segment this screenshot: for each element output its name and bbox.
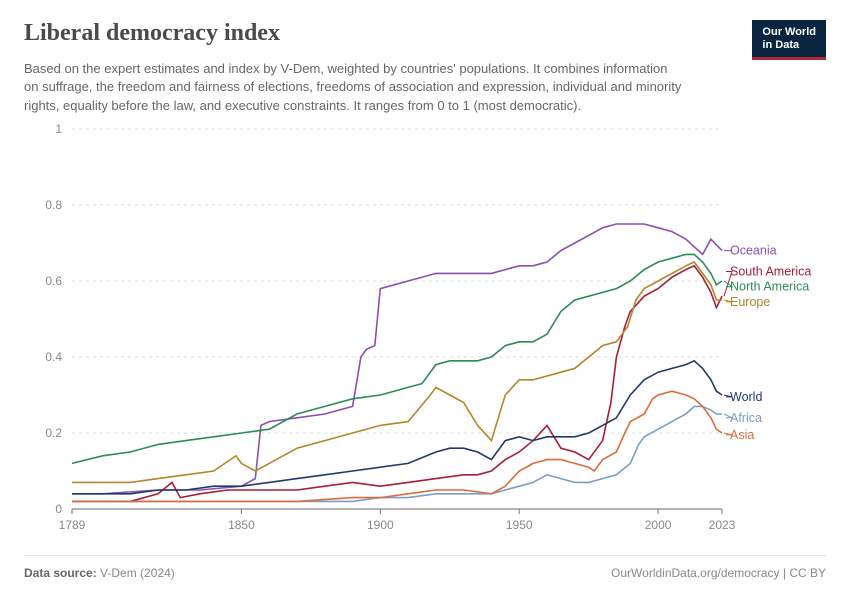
x-tick-label: 2023 xyxy=(709,518,736,532)
chart-subtitle: Based on the expert estimates and index … xyxy=(24,60,684,115)
chart-area: 0 0.2 0.4 0.6 0.8 1 1789 1850 1900 1950 2000 2023 Oc… xyxy=(24,121,826,551)
y-tick-label: 1 xyxy=(55,122,62,136)
y-tick-label: 0.6 xyxy=(45,274,62,288)
attribution: OurWorldinData.org/democracy | CC BY xyxy=(611,566,826,580)
y-tick-label: 0.4 xyxy=(45,350,62,364)
series-label-asia: Asia xyxy=(730,428,754,442)
series-label-north-america: North America xyxy=(730,280,809,294)
x-tick-label: 2000 xyxy=(645,518,672,532)
data-source: Data source: V-Dem (2024) xyxy=(24,566,175,580)
series-oceania xyxy=(72,224,722,494)
y-tick-label: 0 xyxy=(55,502,62,516)
series-africa xyxy=(72,406,722,501)
series-europe xyxy=(72,262,722,482)
owid-logo: Our World in Data xyxy=(752,20,826,60)
series-label-oceania: Oceania xyxy=(730,243,777,257)
x-tick-label: 1789 xyxy=(59,518,86,532)
x-tick-label: 1850 xyxy=(228,518,255,532)
line-chart: 0 0.2 0.4 0.6 0.8 1 1789 1850 1900 1950 2000 2023 Oc… xyxy=(24,121,826,551)
series-world xyxy=(72,361,722,494)
y-tick-label: 0.8 xyxy=(45,198,62,212)
page-title: Liberal democracy index xyxy=(24,20,280,47)
chart-footer: Data source: V-Dem (2024) OurWorldinData… xyxy=(24,555,826,580)
series-south-america xyxy=(72,266,722,502)
y-tick-label: 0.2 xyxy=(45,426,62,440)
series-label-africa: Africa xyxy=(730,411,762,425)
x-tick-label: 1900 xyxy=(367,518,394,532)
x-tick-label: 1950 xyxy=(506,518,533,532)
series-label-south-america: South America xyxy=(730,264,811,278)
series-label-europe: Europe xyxy=(730,295,770,309)
series-label-world: World xyxy=(730,390,762,404)
